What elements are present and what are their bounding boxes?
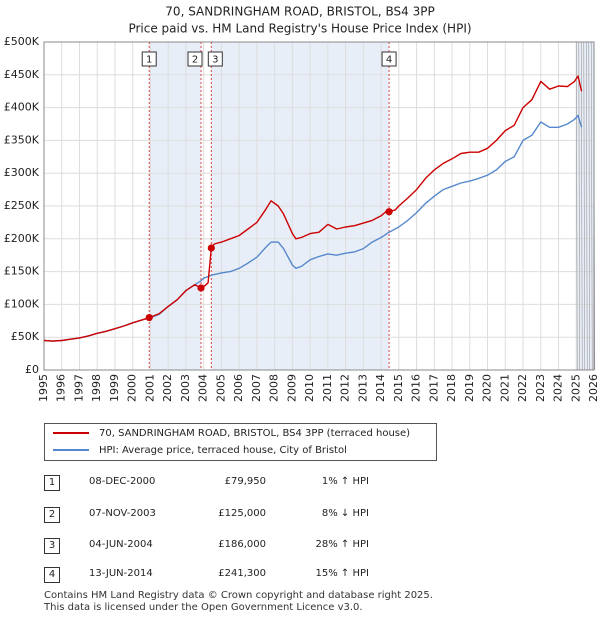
transaction-price: £186,000	[218, 539, 266, 550]
x-tick-label: 2022	[516, 374, 529, 402]
transaction-hpi-diff: 28% ↑ HPI	[315, 539, 369, 550]
y-tick-label: £150K	[4, 265, 40, 278]
marker-label: 4	[386, 55, 392, 66]
x-tick-label: 2004	[197, 374, 210, 402]
legend-label-property: 70, SANDRINGHAM ROAD, BRISTOL, BS4 3PP (…	[99, 428, 411, 439]
x-tick-label: 2007	[250, 374, 263, 402]
legend-item-hpi: HPI: Average price, terraced house, City…	[53, 443, 347, 459]
x-tick-label: 2012	[339, 374, 352, 402]
x-tick-label: 2010	[303, 374, 316, 402]
chart-subtitle: Price paid vs. HM Land Registry's House …	[128, 22, 471, 36]
sale-point	[145, 313, 153, 322]
marker-label: 3	[212, 55, 218, 66]
chart-title: 70, SANDRINGHAM ROAD, BRISTOL, BS4 3PP	[165, 5, 434, 19]
transaction-date: 04-JUN-2004	[89, 539, 153, 550]
legend-swatch-property	[53, 432, 89, 434]
y-tick-label: £200K	[4, 232, 40, 245]
marker-box	[187, 51, 203, 67]
transaction-number: 3	[44, 538, 60, 554]
x-tick-label: 2017	[427, 374, 440, 402]
transaction-number: 2	[44, 507, 60, 523]
x-tick-label: 2015	[392, 374, 405, 402]
y-tick-label: £300K	[4, 166, 40, 179]
x-tick-label: 2002	[161, 374, 174, 402]
transaction-hpi-diff: 15% ↑ HPI	[315, 568, 369, 579]
x-tick-label: 1997	[72, 374, 85, 402]
y-tick-label: £0	[25, 363, 39, 376]
x-tick-label: 2014	[374, 374, 387, 402]
marker-label: 1	[146, 55, 152, 66]
x-tick-label: 2005	[214, 374, 227, 402]
marker-box	[381, 51, 397, 67]
transaction-number: 4	[44, 567, 60, 583]
hatch-line	[575, 41, 578, 371]
sale-point	[197, 284, 205, 292]
chart-legend: 70, SANDRINGHAM ROAD, BRISTOL, BS4 3PP (…	[44, 423, 437, 461]
x-tick-label: 2008	[268, 374, 281, 402]
x-tick-label: 2018	[445, 374, 458, 402]
x-tick-label: 2023	[534, 374, 547, 402]
marker-label: 2	[192, 55, 198, 66]
transaction-price: £125,000	[218, 508, 266, 519]
x-tick-label: 2003	[179, 374, 192, 402]
transaction-date: 08-DEC-2000	[89, 476, 156, 487]
y-tick-label: £100K	[4, 297, 40, 310]
y-tick-label: £450K	[4, 68, 40, 81]
x-tick-label: 2009	[285, 374, 298, 402]
x-tick-label: 2013	[356, 374, 369, 402]
transaction-hpi-diff: 1% ↑ HPI	[321, 476, 369, 487]
x-tick-label: 1995	[37, 374, 50, 402]
x-tick-label: 2026	[587, 374, 600, 402]
marker-box	[141, 51, 157, 67]
sale-point	[207, 244, 215, 252]
hatch-line	[578, 41, 581, 371]
x-tick-label: 2016	[410, 374, 423, 402]
x-tick-label: 1996	[55, 374, 68, 402]
transaction-date: 07-NOV-2003	[89, 508, 156, 519]
y-tick-label: £500K	[4, 35, 40, 48]
x-tick-label: 2001	[143, 374, 156, 402]
transaction-date: 13-JUN-2014	[89, 568, 153, 579]
plot-area: 1 2 3 4 £0 £50K £100K £150K £200K £250K £300K £350K…	[4, 35, 600, 402]
hatch-line	[580, 41, 583, 371]
x-tick-label: 1999	[108, 374, 121, 402]
hatch-line	[590, 41, 593, 371]
property-price-line	[43, 75, 583, 342]
hatch-line	[588, 41, 591, 371]
legend-item-property: 70, SANDRINGHAM ROAD, BRISTOL, BS4 3PP (…	[53, 426, 410, 442]
footer-licence: This data is licensed under the Open Gov…	[44, 602, 363, 613]
transaction-price: £79,950	[224, 476, 266, 487]
x-tick-label: 2021	[498, 374, 511, 402]
transaction-price: £241,300	[218, 568, 266, 579]
hatch-line	[585, 41, 588, 371]
x-tick-label: 2000	[126, 374, 139, 402]
footer-copyright: Contains HM Land Registry data © Crown c…	[44, 590, 433, 601]
x-tick-label: 2020	[481, 374, 494, 402]
sale-point	[385, 208, 393, 216]
y-tick-label: £400K	[4, 101, 40, 114]
y-tick-label: £250K	[4, 199, 40, 212]
hatch-line	[583, 41, 586, 371]
x-tick-label: 2025	[569, 374, 582, 402]
legend-label-hpi: HPI: Average price, terraced house, City…	[99, 445, 347, 456]
transaction-number: 1	[44, 475, 60, 491]
y-tick-label: £50K	[11, 330, 40, 343]
x-tick-label: 2019	[463, 374, 476, 402]
plot-frame	[43, 41, 595, 371]
transaction-hpi-diff: 8% ↓ HPI	[321, 508, 369, 519]
marker-box	[207, 51, 223, 67]
y-tick-label: £350K	[4, 133, 40, 146]
x-tick-label: 1998	[90, 374, 103, 402]
x-tick-label: 2011	[321, 374, 334, 402]
x-tick-label: 2024	[552, 374, 565, 402]
x-tick-label: 2006	[232, 374, 245, 402]
legend-swatch-hpi	[53, 449, 89, 451]
